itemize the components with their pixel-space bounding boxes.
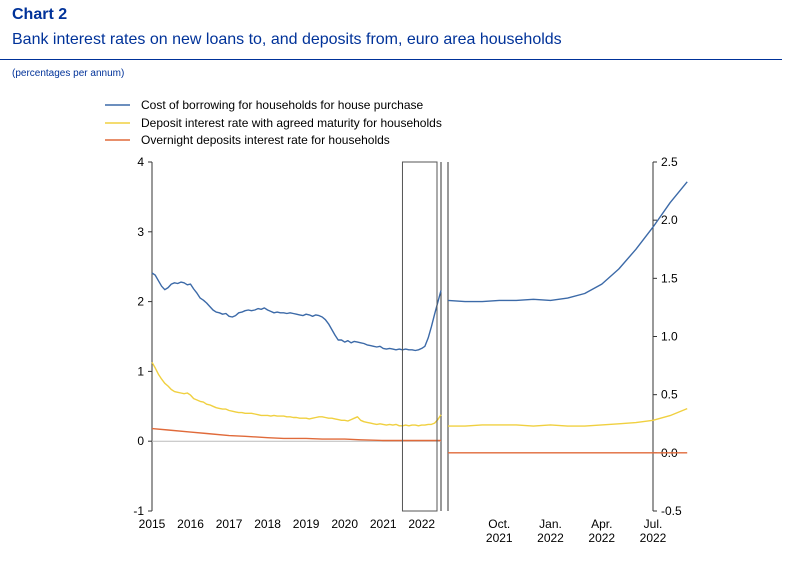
right-x-tick-year: 2022: [640, 531, 667, 545]
left-y-tick-label: -1: [133, 504, 144, 518]
left-y-tick-label: 3: [137, 225, 144, 239]
right-x-tick-month: Apr.: [591, 517, 612, 531]
legend-label-borrowing: Cost of borrowing for households for hou…: [141, 98, 423, 112]
right-y-tick-label: -0.5: [661, 504, 682, 518]
header-divider: [0, 59, 782, 60]
right-y-tick-label: 1.0: [661, 330, 678, 344]
units-note: (percentages per annum): [12, 68, 125, 79]
left-series-line-agreed-maturity: [151, 361, 442, 427]
legend-label-agreed-maturity: Deposit interest rate with agreed maturi…: [141, 116, 442, 130]
right-series-line-borrowing: [447, 181, 688, 303]
chart-title: Bank interest rates on new loans to, and…: [12, 31, 562, 48]
right-y-tick-label: 1.5: [661, 271, 678, 285]
right-y-tick-label: 2.0: [661, 213, 678, 227]
right-x-tick-month: Oct.: [488, 517, 510, 531]
legend-label-overnight: Overnight deposits interest rate for hou…: [141, 133, 390, 147]
legend: Cost of borrowing for households for hou…: [105, 98, 442, 147]
right-y-tick-label: 0.5: [661, 388, 678, 402]
left-series-line-overnight: [151, 427, 441, 442]
left-x-tick-label: 2021: [370, 517, 397, 531]
left-series-line-borrowing: [151, 272, 442, 352]
left-x-tick-label: 2019: [293, 517, 320, 531]
left-x-tick-label: 2022: [408, 517, 435, 531]
left-y-tick-label: 0: [137, 434, 144, 448]
right-x-tick-month: Jul.: [644, 517, 663, 531]
right-x-tick-year: 2021: [486, 531, 513, 545]
left-x-tick-label: 2015: [139, 517, 166, 531]
right-series-line-agreed-maturity: [448, 407, 688, 427]
left-x-tick-label: 2017: [216, 517, 243, 531]
left-panel: -1 0 1 2 3 4 2015 2016 2017 2018 2019 2020 2021 2022: [133, 155, 442, 531]
right-y-tick-label: 2.5: [661, 155, 678, 169]
left-y-tick-label: 1: [137, 364, 144, 378]
right-x-tick-month: Jan.: [539, 517, 562, 531]
right-x-tick-year: 2022: [537, 531, 564, 545]
left-x-tick-label: 2018: [254, 517, 281, 531]
left-y-tick-label: 4: [137, 155, 144, 169]
right-panel: -0.50.00.51.01.52.02.5Oct.2021Jan.2022Ap…: [447, 155, 688, 545]
chart-kicker: Chart 2: [12, 6, 68, 23]
left-x-tick-label: 2016: [177, 517, 204, 531]
left-x-tick-label: 2020: [331, 517, 358, 531]
zoom-highlight-box: [401, 161, 438, 512]
left-y-tick-label: 2: [137, 295, 144, 309]
right-x-tick-year: 2022: [588, 531, 615, 545]
